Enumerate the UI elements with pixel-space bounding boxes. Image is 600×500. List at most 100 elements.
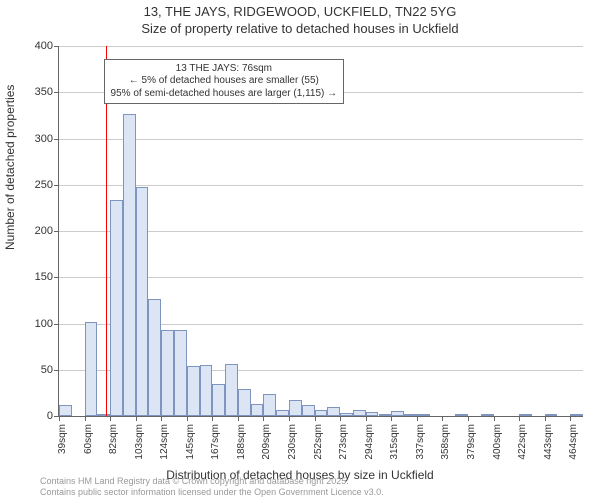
xtick-mark <box>238 416 239 421</box>
histogram-bar <box>174 330 187 416</box>
histogram-bar <box>366 412 379 416</box>
xtick-mark <box>417 416 418 421</box>
histogram-bar <box>289 400 302 416</box>
histogram-bar <box>238 389 251 416</box>
xtick-mark <box>110 416 111 421</box>
xtick-mark <box>315 416 316 421</box>
histogram-bar <box>85 322 98 416</box>
footer: Contains HM Land Registry data © Crown c… <box>40 476 384 498</box>
annotation-line: 13 THE JAYS: 76sqm <box>111 63 338 76</box>
annotation-line: ← 5% of detached houses are smaller (55) <box>111 75 338 88</box>
xtick-mark <box>570 416 571 421</box>
histogram-bar <box>519 414 532 416</box>
histogram-bar <box>110 200 123 416</box>
xtick-mark <box>85 416 86 421</box>
xtick-label: 145sqm <box>185 424 196 460</box>
histogram-bar <box>481 414 494 416</box>
xtick-mark <box>494 416 495 421</box>
title-line-1: 13, THE JAYS, RIDGEWOOD, UCKFIELD, TN22 … <box>0 4 600 21</box>
histogram-bar <box>404 414 417 416</box>
histogram-bar <box>148 299 161 416</box>
xtick-mark <box>136 416 137 421</box>
histogram-bar <box>315 410 328 416</box>
ytick-label: 150 <box>35 271 59 283</box>
xtick-mark <box>519 416 520 421</box>
annotation-box: 13 THE JAYS: 76sqm← 5% of detached house… <box>104 59 345 105</box>
xtick-mark <box>468 416 469 421</box>
ytick-label: 0 <box>47 410 59 422</box>
ytick-label: 400 <box>35 40 59 52</box>
ytick-label: 350 <box>35 86 59 98</box>
histogram-bar <box>59 405 72 416</box>
ytick-label: 100 <box>35 318 59 330</box>
xtick-label: 379sqm <box>466 424 477 460</box>
histogram-bar <box>212 384 225 416</box>
xtick-mark <box>340 416 341 421</box>
xtick-label: 124sqm <box>159 424 170 460</box>
xtick-label: 294sqm <box>364 424 375 460</box>
histogram-bar <box>545 414 558 416</box>
xtick-label: 464sqm <box>568 424 579 460</box>
xtick-label: 337sqm <box>415 424 426 460</box>
histogram-bar <box>340 413 353 416</box>
xtick-label: 422sqm <box>517 424 528 460</box>
xtick-label: 400sqm <box>492 424 503 460</box>
xtick-mark <box>391 416 392 421</box>
gridline <box>59 185 583 186</box>
histogram-bar <box>263 394 276 416</box>
xtick-label: 209sqm <box>261 424 272 460</box>
xtick-label: 230sqm <box>287 424 298 460</box>
xtick-label: 443sqm <box>543 424 554 460</box>
xtick-label: 315sqm <box>389 424 400 460</box>
histogram-bar <box>379 414 392 416</box>
title-line-2: Size of property relative to detached ho… <box>0 21 600 38</box>
xtick-label: 358sqm <box>440 424 451 460</box>
histogram-bar <box>251 404 264 416</box>
gridline <box>59 46 583 47</box>
xtick-mark <box>263 416 264 421</box>
histogram-bar <box>417 414 430 416</box>
xtick-label: 188sqm <box>236 424 247 460</box>
xtick-label: 103sqm <box>134 424 145 460</box>
xtick-mark <box>212 416 213 421</box>
histogram-bar <box>123 114 136 416</box>
ytick-label: 50 <box>41 364 59 376</box>
histogram-bar <box>570 414 583 416</box>
gridline <box>59 139 583 140</box>
xtick-label: 273sqm <box>338 424 349 460</box>
title-block: 13, THE JAYS, RIDGEWOOD, UCKFIELD, TN22 … <box>0 0 600 38</box>
xtick-label: 82sqm <box>108 424 119 454</box>
xtick-mark <box>161 416 162 421</box>
histogram-bar <box>327 407 340 416</box>
histogram-bar <box>200 365 213 416</box>
ytick-label: 200 <box>35 225 59 237</box>
plot-inner: 05010015020025030035040039sqm60sqm82sqm1… <box>58 46 583 417</box>
xtick-mark <box>187 416 188 421</box>
histogram-bar <box>455 414 468 416</box>
xtick-label: 252sqm <box>313 424 324 460</box>
histogram-bar <box>391 411 404 416</box>
footer-line-2: Contains public sector information licen… <box>40 487 384 498</box>
histogram-bar <box>136 187 149 416</box>
ytick-label: 300 <box>35 133 59 145</box>
xtick-label: 39sqm <box>57 424 68 454</box>
histogram-bar <box>187 366 200 416</box>
xtick-mark <box>545 416 546 421</box>
xtick-label: 60sqm <box>83 424 94 454</box>
histogram-bar <box>276 410 289 416</box>
xtick-mark <box>289 416 290 421</box>
histogram-bar <box>353 410 366 416</box>
xtick-mark <box>442 416 443 421</box>
histogram-bar <box>97 414 110 416</box>
xtick-mark <box>59 416 60 421</box>
histogram-bar <box>302 405 315 416</box>
plot-area: 05010015020025030035040039sqm60sqm82sqm1… <box>58 46 582 416</box>
ytick-label: 250 <box>35 179 59 191</box>
xtick-mark <box>366 416 367 421</box>
xtick-label: 167sqm <box>210 424 221 460</box>
y-axis-label: Number of detached properties <box>3 85 17 250</box>
histogram-bar <box>225 364 238 416</box>
footer-line-1: Contains HM Land Registry data © Crown c… <box>40 476 384 487</box>
histogram-bar <box>161 330 174 416</box>
chart-container: 13, THE JAYS, RIDGEWOOD, UCKFIELD, TN22 … <box>0 0 600 500</box>
